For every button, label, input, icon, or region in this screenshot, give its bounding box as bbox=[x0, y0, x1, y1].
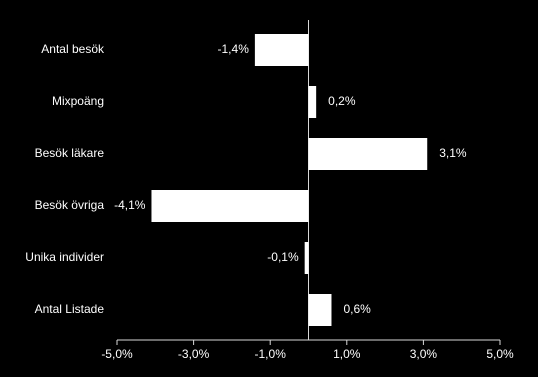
x-tick-label: -1,0% bbox=[255, 347, 287, 361]
x-tick-label: -5,0% bbox=[101, 347, 133, 361]
x-tick-label: 3,0% bbox=[410, 347, 438, 361]
y-tick-label: Besök läkare bbox=[35, 146, 105, 160]
x-tick-label: -3,0% bbox=[178, 347, 210, 361]
value-label: 0,6% bbox=[343, 302, 371, 316]
x-tick-label: 1,0% bbox=[333, 347, 361, 361]
bar bbox=[304, 242, 309, 274]
bar bbox=[254, 34, 309, 66]
bar bbox=[308, 294, 332, 326]
bar bbox=[308, 86, 317, 118]
y-tick-label: Mixpoäng bbox=[52, 94, 104, 108]
y-tick-label: Antal besök bbox=[41, 42, 105, 56]
value-label: -4,1% bbox=[114, 198, 146, 212]
y-tick-label: Besök övriga bbox=[35, 198, 105, 212]
value-label: -1,4% bbox=[218, 42, 250, 56]
bar bbox=[308, 138, 428, 170]
y-tick-label: Unika individer bbox=[25, 250, 104, 264]
value-label: -0,1% bbox=[267, 250, 299, 264]
value-label: 0,2% bbox=[328, 94, 356, 108]
bar bbox=[151, 190, 309, 222]
x-tick-label: 5,0% bbox=[486, 347, 514, 361]
value-label: 3,1% bbox=[439, 146, 467, 160]
y-tick-label: Antal Listade bbox=[35, 302, 105, 316]
